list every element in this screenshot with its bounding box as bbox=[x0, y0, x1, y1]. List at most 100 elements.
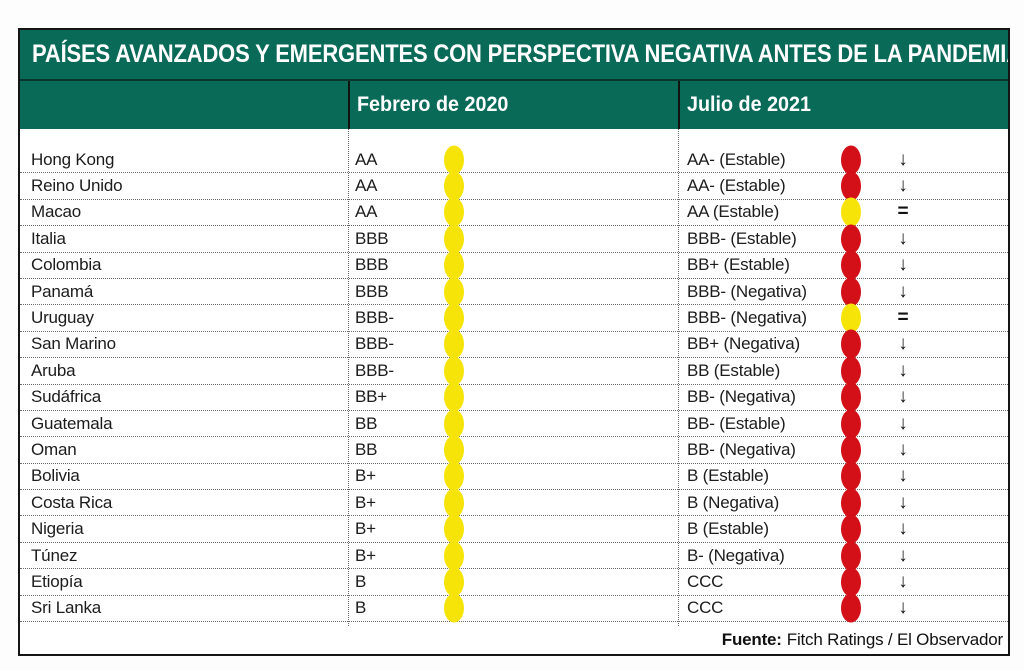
jul-rating: BB- (Negativa) bbox=[687, 387, 796, 407]
trend-arrow: ↓ bbox=[898, 227, 908, 249]
feb-rating: BBB- bbox=[355, 308, 394, 328]
feb-status-dot bbox=[444, 514, 464, 544]
table-row: San Marino BBB- BB+ (Negativa) ↓ bbox=[20, 329, 1008, 359]
feb-status-dot bbox=[444, 329, 464, 359]
country-name: Italia bbox=[31, 228, 66, 248]
feb-status-dot bbox=[444, 356, 464, 386]
jul-rating: BB- (Negativa) bbox=[687, 439, 796, 459]
feb-status-dot bbox=[444, 593, 464, 623]
jul-status-dot bbox=[841, 303, 861, 333]
trend-arrow: ↓ bbox=[898, 544, 908, 566]
jul-rating: BBB- (Negativa) bbox=[687, 281, 807, 301]
feb-rating: AA bbox=[355, 202, 378, 222]
country-name: Sri Lanka bbox=[31, 598, 102, 618]
feb-status-dot bbox=[444, 409, 464, 439]
jul-rating: B (Negativa) bbox=[687, 492, 780, 512]
trend-arrow: ↓ bbox=[898, 280, 908, 302]
feb-status-dot bbox=[444, 435, 464, 465]
jul-status-dot bbox=[841, 277, 861, 307]
jul-status-dot bbox=[841, 250, 861, 280]
jul-rating: BB+ (Estable) bbox=[687, 255, 790, 275]
jul-status-dot bbox=[841, 593, 861, 623]
table-row: Reino Unido AA AA- (Estable) ↓ bbox=[20, 171, 1008, 201]
country-name: Guatemala bbox=[31, 413, 113, 433]
jul-rating: BB- (Estable) bbox=[687, 413, 786, 433]
jul-status-dot bbox=[841, 409, 861, 439]
feb-status-dot bbox=[444, 171, 464, 201]
feb-rating: BBB bbox=[355, 281, 389, 301]
feb-status-dot bbox=[444, 250, 464, 280]
source-label: Fuente: bbox=[721, 630, 782, 649]
jul-status-dot bbox=[841, 514, 861, 544]
feb-status-dot bbox=[444, 382, 464, 412]
source-text: Fitch Ratings / El Observador bbox=[786, 630, 1003, 649]
country-name: Bolivia bbox=[31, 466, 80, 486]
country-name: Reino Unido bbox=[31, 176, 123, 196]
header-jul-label: Julio de 2021 bbox=[687, 93, 811, 116]
feb-rating: BBB bbox=[355, 255, 389, 275]
country-name: Etiopía bbox=[31, 571, 83, 591]
table-row: Etiopía B CCC ↓ bbox=[20, 567, 1008, 597]
header-feb-label: Febrero de 2020 bbox=[357, 93, 509, 116]
jul-status-dot bbox=[841, 488, 861, 518]
feb-rating: BB bbox=[355, 413, 378, 433]
feb-rating: B+ bbox=[355, 545, 376, 565]
table-row: Bolivia B+ B (Estable) ↓ bbox=[20, 461, 1008, 491]
jul-rating: CCC bbox=[687, 571, 724, 591]
country-name: Hong Kong bbox=[31, 149, 115, 169]
feb-rating: B+ bbox=[355, 519, 376, 539]
trend-arrow: ↓ bbox=[898, 438, 908, 460]
jul-status-dot bbox=[841, 461, 861, 491]
feb-rating: B+ bbox=[355, 466, 376, 486]
trend-arrow: ↓ bbox=[898, 518, 908, 540]
feb-rating: B bbox=[355, 571, 367, 591]
jul-rating: BB+ (Negativa) bbox=[687, 334, 800, 354]
trend-arrow: ↓ bbox=[898, 491, 908, 513]
header-cell-country bbox=[20, 81, 348, 129]
source-line: Fuente: Fitch Ratings / El Observador bbox=[20, 626, 1008, 654]
table-row: Sri Lanka B CCC ↓ bbox=[20, 593, 1008, 623]
table-row: Colombia BBB BB+ (Estable) ↓ bbox=[20, 250, 1008, 280]
jul-rating: BBB- (Estable) bbox=[687, 228, 797, 248]
table-row: Italia BBB BBB- (Estable) ↓ bbox=[20, 224, 1008, 254]
column-divider-2 bbox=[678, 129, 679, 626]
jul-status-dot bbox=[841, 224, 861, 254]
trend-arrow: ↓ bbox=[898, 386, 908, 408]
table-row: Costa Rica B+ B (Negativa) ↓ bbox=[20, 488, 1008, 518]
country-name: Panamá bbox=[31, 281, 94, 301]
table-row: Nigeria B+ B (Estable) ↓ bbox=[20, 514, 1008, 544]
country-name: Túnez bbox=[31, 545, 78, 565]
header-row: Febrero de 2020 Julio de 2021 bbox=[20, 81, 1008, 129]
table-row: Guatemala BB BB- (Estable) ↓ bbox=[20, 409, 1008, 439]
feb-status-dot bbox=[444, 224, 464, 254]
jul-rating: B- (Negativa) bbox=[687, 545, 785, 565]
feb-rating: BB+ bbox=[355, 387, 388, 407]
feb-status-dot bbox=[444, 488, 464, 518]
table-row: Aruba BBB- BB (Estable) ↓ bbox=[20, 356, 1008, 386]
jul-status-dot bbox=[841, 435, 861, 465]
jul-status-dot bbox=[841, 382, 861, 412]
feb-status-dot bbox=[444, 145, 464, 175]
table-row: Macao AA AA (Estable) = bbox=[20, 197, 1008, 227]
jul-rating: AA (Estable) bbox=[687, 202, 780, 222]
table-row: Oman BB BB- (Negativa) ↓ bbox=[20, 435, 1008, 465]
feb-rating: BBB- bbox=[355, 360, 394, 380]
jul-rating: CCC bbox=[687, 598, 724, 618]
country-name: Oman bbox=[31, 439, 77, 459]
feb-status-dot bbox=[444, 277, 464, 307]
trend-arrow: = bbox=[897, 307, 909, 329]
title-bar: PAÍSES AVANZADOS Y EMERGENTES CON PERSPE… bbox=[20, 30, 1008, 81]
country-name: Nigeria bbox=[31, 519, 84, 539]
jul-status-dot bbox=[841, 329, 861, 359]
jul-rating: B (Estable) bbox=[687, 519, 769, 539]
trend-arrow: ↓ bbox=[898, 570, 908, 592]
jul-status-dot bbox=[841, 145, 861, 175]
country-name: Costa Rica bbox=[31, 492, 113, 512]
feb-rating: BBB- bbox=[355, 334, 394, 354]
country-name: Uruguay bbox=[31, 308, 94, 328]
trend-arrow: ↓ bbox=[898, 597, 908, 619]
feb-rating: AA bbox=[355, 176, 378, 196]
trend-arrow: ↓ bbox=[898, 333, 908, 355]
feb-status-dot bbox=[444, 461, 464, 491]
